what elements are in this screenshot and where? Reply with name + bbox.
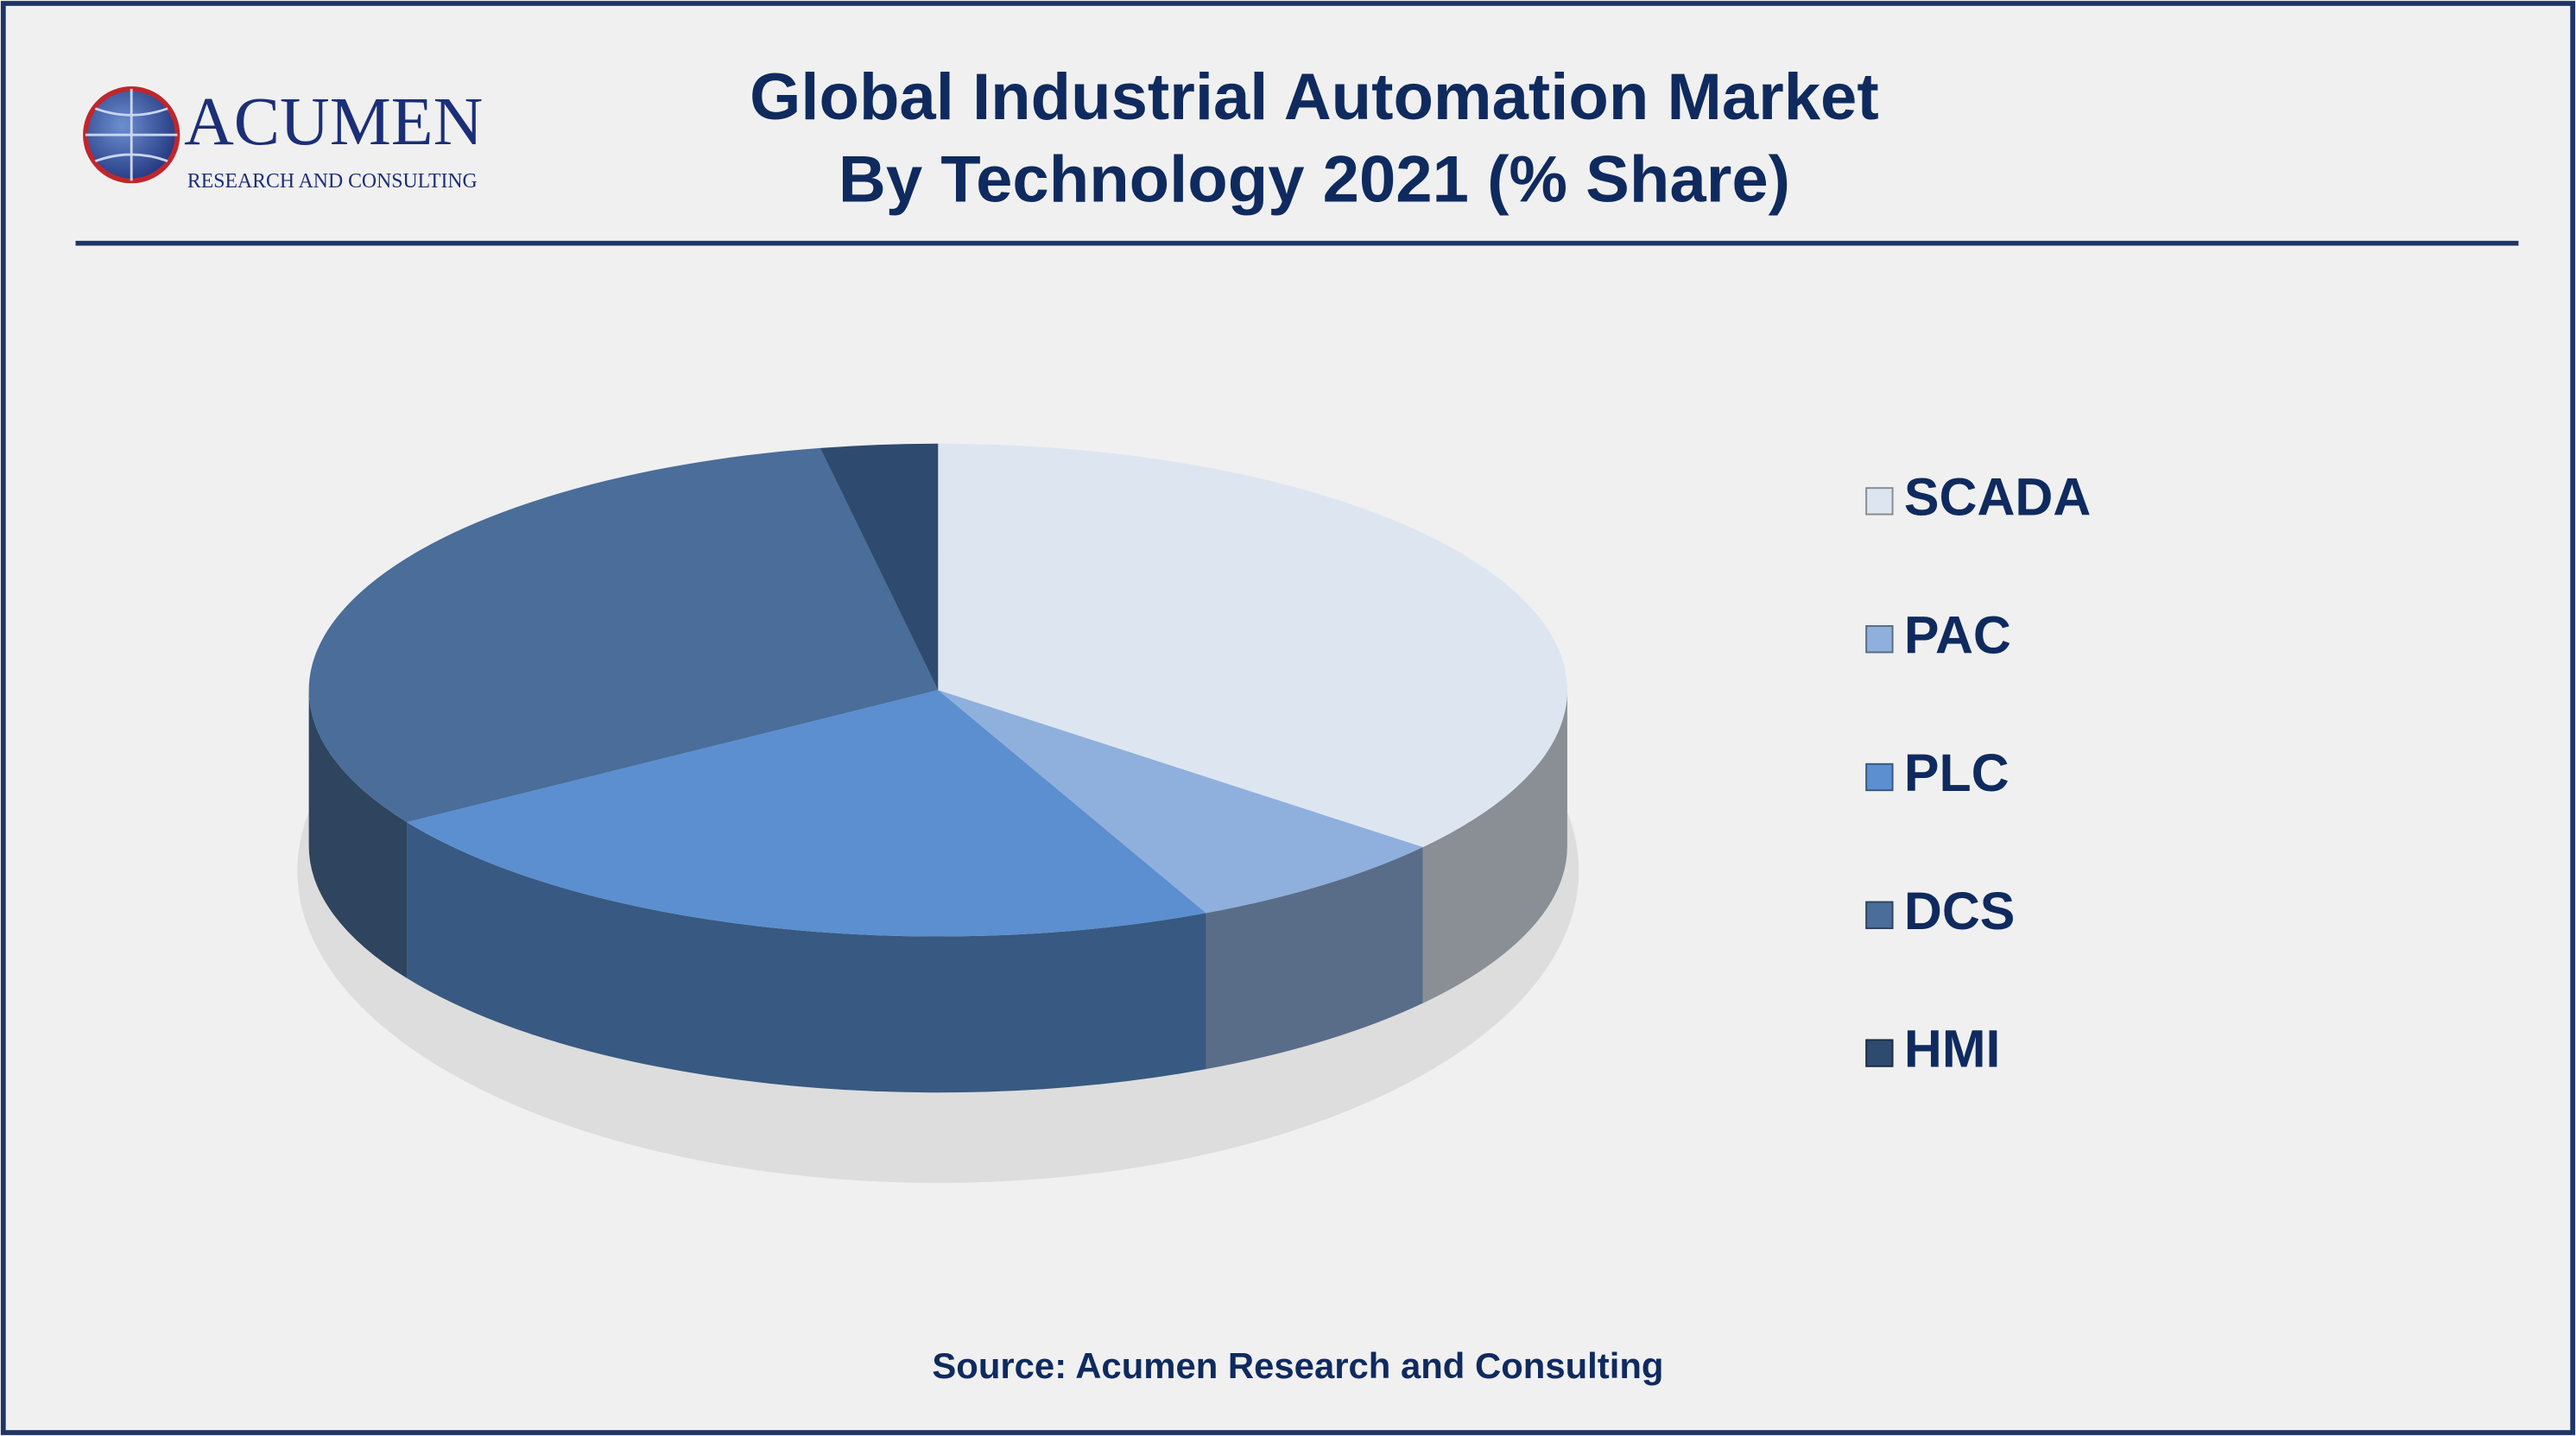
pie-side	[407, 822, 1206, 1093]
logo-grid	[85, 88, 178, 181]
pie-side	[1422, 690, 1567, 1003]
pie-side	[1206, 847, 1423, 1070]
legend-swatch	[1865, 901, 1894, 929]
legend-swatch	[1865, 487, 1894, 516]
legend-label: SCADA	[1904, 467, 2091, 526]
legend-swatch	[1865, 762, 1894, 792]
legend-label: HMI	[1904, 1020, 2001, 1079]
pie	[308, 443, 1567, 1093]
legend-swatch	[1865, 625, 1894, 654]
logo-name: ACUMEN	[184, 84, 483, 160]
source-note: Source: Acumen Research and Consulting	[932, 1345, 1663, 1386]
logo: ACUMEN RESEARCH AND CONSULTING	[83, 84, 483, 193]
legend: SCADA PAC PLC DCS HMI	[1865, 467, 2091, 1079]
pie-side	[308, 690, 408, 978]
logo-tagline: RESEARCH AND CONSULTING	[187, 170, 478, 193]
pie-slice	[308, 447, 939, 823]
legend-label: PAC	[1904, 605, 2011, 664]
pie-slice	[938, 443, 1567, 848]
legend-swatch	[1865, 1039, 1894, 1067]
legend-label: PLC	[1904, 743, 2010, 802]
pie-slice	[938, 690, 1423, 914]
legend-label: DCS	[1904, 882, 2016, 940]
pie-slice	[820, 443, 939, 691]
chart-title: By Technology 2021 (% Share)	[839, 142, 1790, 216]
pie-slice	[407, 690, 1206, 937]
chart-title: Global Industrial Automation Market	[750, 60, 1879, 134]
